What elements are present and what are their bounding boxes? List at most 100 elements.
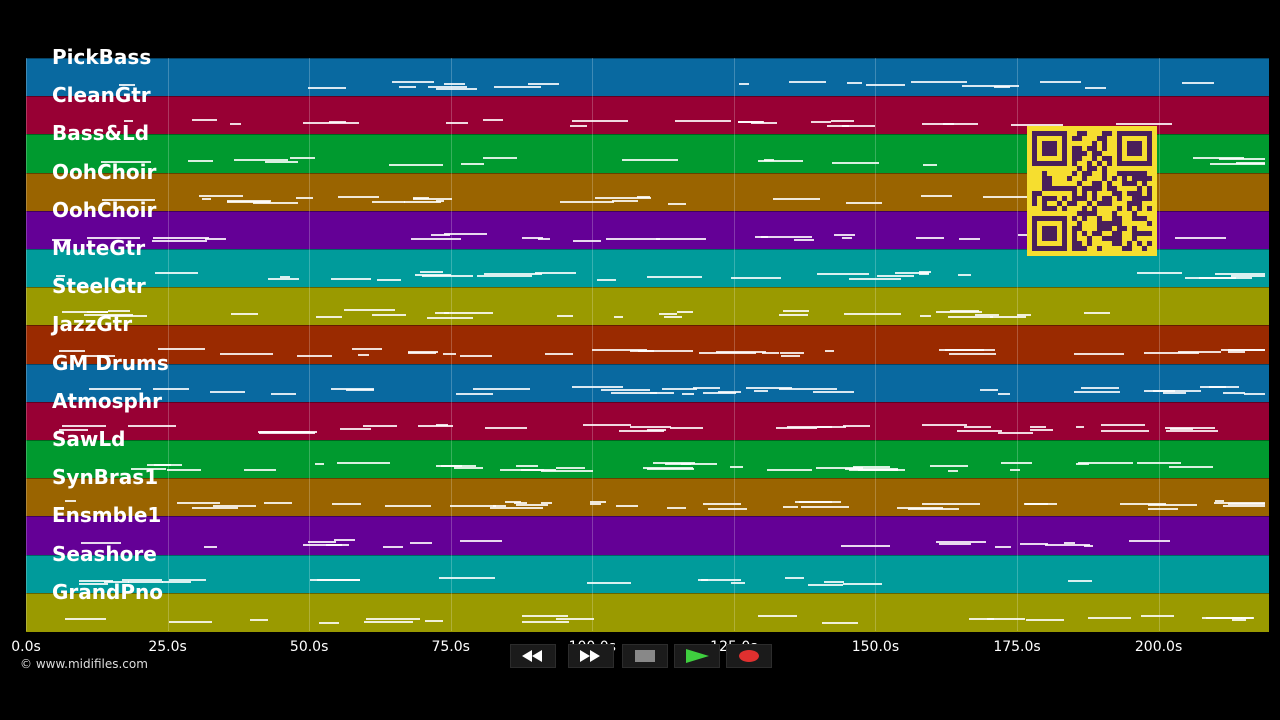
- note-bar: [383, 546, 404, 549]
- record-button[interactable]: [726, 644, 772, 668]
- note-bar: [408, 350, 439, 353]
- time-tick-label: 75.0s: [431, 639, 470, 655]
- note-bar: [945, 349, 996, 352]
- track-name-label: SawLd: [52, 427, 126, 451]
- note-bar: [408, 352, 436, 355]
- note-bar: [1143, 352, 1199, 355]
- note-bar: [675, 120, 731, 123]
- note-bar: [279, 276, 291, 279]
- note-bar: [392, 81, 435, 84]
- track-lane: [26, 287, 1269, 327]
- note-bar: [817, 273, 870, 276]
- note-bar: [555, 618, 595, 621]
- note-bar: [703, 503, 741, 506]
- note-bar: [762, 352, 779, 355]
- note-bar: [78, 583, 108, 585]
- note-bar: [555, 467, 586, 470]
- note-bar: [569, 124, 588, 127]
- note-bar: [707, 508, 748, 511]
- time-tick-label: 0.0s: [11, 639, 41, 655]
- track-name-label: Seashore: [52, 541, 157, 566]
- note-bar: [612, 200, 638, 203]
- note-bar: [962, 85, 1019, 88]
- note-bar: [1169, 428, 1194, 430]
- note-bar: [975, 314, 999, 317]
- note-bar: [314, 462, 325, 465]
- note-bar: [1078, 462, 1134, 465]
- rewind-icon: [522, 650, 542, 662]
- note-bar: [794, 238, 814, 241]
- note-bar: [816, 466, 864, 469]
- note-bar: [957, 430, 1003, 433]
- note-bar: [731, 277, 782, 280]
- note-bar: [605, 238, 660, 241]
- note-bar: [227, 201, 270, 203]
- note-bar: [366, 618, 421, 621]
- note-bar: [920, 315, 932, 318]
- note-bar: [922, 503, 980, 506]
- note-bar: [177, 501, 220, 504]
- note-bar: [264, 502, 292, 505]
- note-bar: [330, 277, 372, 280]
- note-bar: [152, 236, 210, 239]
- note-bar: [895, 271, 930, 274]
- track-lane: [26, 440, 1269, 479]
- note-bar: [344, 309, 396, 312]
- fast-forward-button[interactable]: [568, 644, 614, 668]
- note-bar: [1193, 157, 1245, 159]
- note-bar: [435, 424, 448, 427]
- note-bar: [910, 80, 968, 83]
- note-bar: [780, 352, 804, 355]
- note-bar: [596, 278, 617, 281]
- play-button[interactable]: [674, 644, 720, 668]
- note-bar: [663, 316, 683, 319]
- note-bar: [303, 544, 350, 547]
- note-bar: [680, 463, 691, 466]
- note-bar: [357, 354, 369, 357]
- note-bar: [316, 315, 343, 318]
- note-bar: [534, 272, 576, 275]
- note-bar: [915, 236, 944, 239]
- note-bar: [718, 390, 741, 393]
- note-bar: [779, 387, 837, 390]
- note-bar: [1029, 425, 1046, 428]
- note-bar: [290, 157, 315, 160]
- note-bar: [669, 426, 703, 429]
- note-bar: [483, 118, 503, 121]
- time-tick-label: 200.0s: [1134, 639, 1183, 655]
- note-bar: [376, 278, 401, 281]
- note-bar: [800, 506, 850, 509]
- note-bar: [318, 621, 339, 624]
- time-gridline: [26, 58, 27, 631]
- note-bar: [998, 431, 1033, 434]
- note-bar: [296, 354, 333, 357]
- note-bar: [908, 508, 960, 511]
- note-bar: [921, 123, 955, 126]
- note-bar: [1178, 351, 1222, 354]
- note-bar: [572, 119, 628, 122]
- note-bar: [78, 580, 113, 583]
- note-bar: [442, 353, 457, 356]
- note-bar: [439, 576, 496, 579]
- note-bar: [842, 124, 876, 127]
- note-bar: [243, 469, 276, 472]
- note-bar: [844, 313, 902, 316]
- note-bar: [545, 352, 573, 355]
- note-bar: [833, 233, 855, 236]
- note-bar: [1073, 390, 1120, 393]
- note-bar: [1165, 430, 1218, 433]
- track-lane: [26, 554, 1269, 594]
- track-name-label: OohChoir: [52, 159, 157, 184]
- note-bar: [560, 201, 614, 204]
- time-gridline: [167, 58, 169, 631]
- note-bar: [267, 278, 299, 281]
- note-bar: [1228, 502, 1265, 505]
- note-bar: [104, 580, 129, 583]
- note-bar: [398, 85, 416, 88]
- note-bar: [858, 468, 906, 471]
- note-bar: [826, 125, 850, 128]
- note-bar: [454, 466, 484, 469]
- stop-button[interactable]: [622, 644, 668, 668]
- note-bar: [334, 539, 355, 542]
- rewind-button[interactable]: [510, 644, 556, 668]
